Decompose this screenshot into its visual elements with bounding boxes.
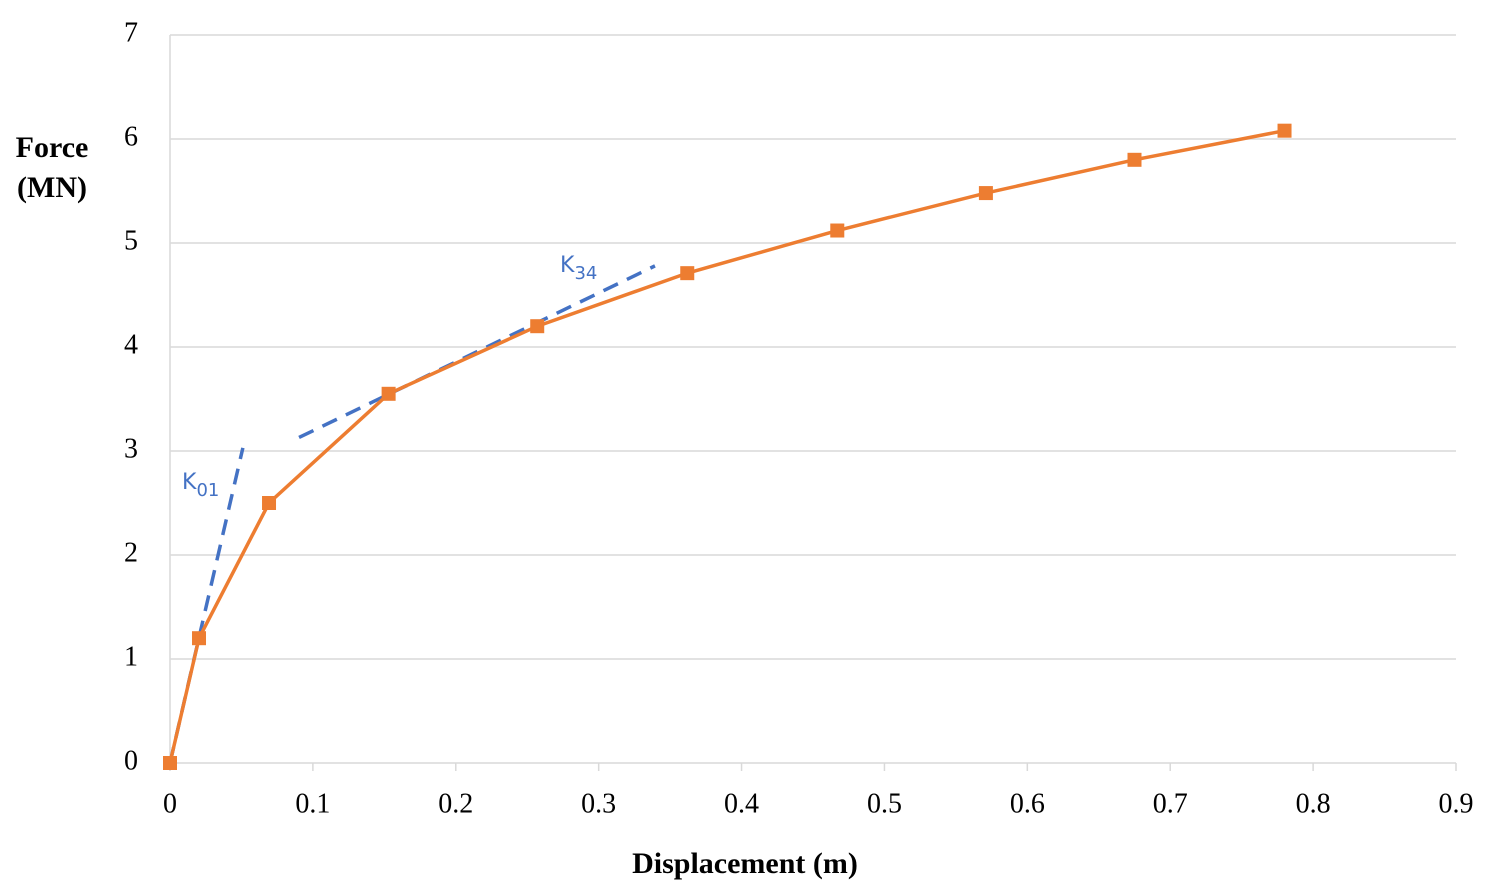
- x-tick-label: 0.8: [1296, 788, 1331, 819]
- marker: [978, 186, 993, 201]
- y-axis-title: (MN): [17, 171, 87, 204]
- annotation: K01: [182, 470, 219, 501]
- y-tick-label: 3: [124, 433, 138, 464]
- y-tick-label: 2: [124, 537, 138, 568]
- annotation: K34: [560, 253, 597, 284]
- y-tick-label: 1: [124, 641, 138, 672]
- x-tick-label: 0.3: [581, 788, 616, 819]
- marker: [1127, 152, 1142, 167]
- annotation-text: K: [182, 470, 197, 495]
- annotation-text: K: [560, 253, 575, 278]
- x-tick-label: 0.2: [438, 788, 473, 819]
- y-tick-label: 5: [124, 225, 138, 256]
- x-tick-label: 0.5: [867, 788, 902, 819]
- annotation-subscript: 34: [574, 263, 597, 284]
- marker: [530, 319, 545, 334]
- marker: [163, 756, 177, 770]
- line: [168, 128, 1285, 764]
- x-tick-label: 0: [163, 788, 177, 819]
- x-tick-label: 0.1: [295, 788, 330, 819]
- annotation-subscript: 01: [196, 480, 219, 501]
- marker: [680, 266, 695, 281]
- x-tick-label: 0.7: [1153, 788, 1188, 819]
- marker: [192, 631, 207, 646]
- x-tick-label: 0.6: [1010, 788, 1045, 819]
- marker: [262, 496, 277, 510]
- x-tick-label: 0.9: [1439, 788, 1474, 819]
- marker: [381, 386, 396, 401]
- y-tick-label: 7: [124, 17, 138, 48]
- y-tick-label: 0: [124, 745, 138, 776]
- x-tick-label: 0.4: [724, 788, 759, 819]
- y-axis-title: Force: [16, 131, 89, 164]
- x-axis-title: Displacement (m): [632, 847, 858, 880]
- marker: [830, 223, 845, 238]
- marker: [1277, 123, 1292, 138]
- y-tick-label: 4: [124, 329, 138, 360]
- y-tick-label: 6: [124, 121, 138, 152]
